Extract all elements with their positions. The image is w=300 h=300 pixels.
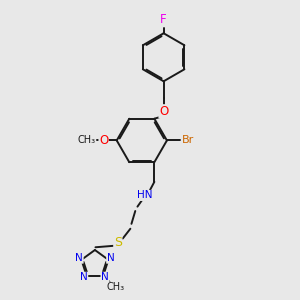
Text: N: N: [101, 272, 109, 282]
Text: S: S: [114, 236, 122, 249]
Text: O: O: [99, 134, 108, 147]
Text: N: N: [107, 253, 115, 263]
Text: O: O: [159, 105, 168, 118]
Text: CH₃: CH₃: [107, 282, 125, 292]
Text: CH₃: CH₃: [78, 136, 96, 146]
Text: HN: HN: [137, 190, 152, 200]
Text: N: N: [80, 272, 88, 282]
Text: F: F: [160, 13, 167, 26]
Text: N: N: [75, 253, 83, 263]
Text: Br: Br: [182, 136, 194, 146]
